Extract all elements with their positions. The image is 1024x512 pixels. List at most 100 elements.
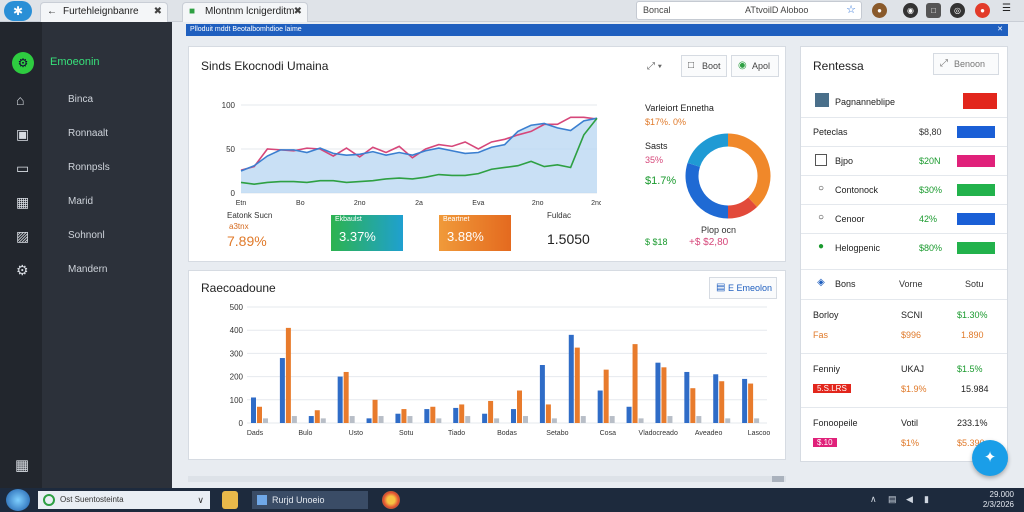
row-badge	[957, 126, 995, 138]
calendar-icon: □	[688, 60, 695, 71]
close-icon[interactable]: ✖	[153, 6, 162, 17]
bar-blue	[482, 413, 488, 423]
start-button[interactable]	[6, 489, 30, 511]
x-tick-label: Setabo	[546, 430, 568, 437]
x-tick-label: Bulo	[298, 430, 312, 437]
browser-menu-button[interactable]: ✱	[4, 1, 32, 21]
donut-footer-value: +$ $2,80	[689, 237, 729, 248]
address-bar[interactable]: Boncal ATtvoilD Aloboo ☆	[636, 1, 862, 20]
volume-icon[interactable]: ◀	[906, 494, 913, 504]
apps-grid-icon[interactable]: ▦	[15, 457, 30, 474]
bar-blue	[684, 371, 690, 423]
table-header: ◈ Bons Vorne Sotu	[801, 269, 1007, 298]
table-row[interactable]: ○ Cenoor 42%	[801, 204, 1007, 233]
browser-menu-icon[interactable]: ☰	[1002, 3, 1011, 14]
list-item[interactable]: Fenniy 5.S.LRS UKAJ $1.9% $1.5% 15.984	[801, 353, 1007, 409]
overview-panel: Sinds Ekocnodi Umaina ⤢ ▾ □ Boot ◉ Apol …	[188, 46, 786, 262]
thumbnail-image	[815, 93, 829, 107]
window-icon[interactable]: □	[926, 3, 941, 18]
kpi-value: 3.37%	[339, 229, 376, 244]
donut-footer-label: Plop ocn	[701, 225, 737, 235]
extension-icon[interactable]: ◎	[950, 3, 965, 18]
bar-orange	[401, 409, 407, 423]
bar-gray	[320, 418, 326, 423]
item-sub: $.10	[813, 438, 837, 447]
bar-blue	[597, 390, 603, 423]
kpi-label: Eatonk Sucn	[227, 211, 273, 220]
taskbar-app[interactable]: Rurjd Unoeio	[252, 491, 368, 509]
clock[interactable]: 29.000 2/3/2026	[983, 490, 1014, 510]
close-icon[interactable]: ✖	[293, 6, 302, 17]
folder-icon[interactable]	[222, 491, 238, 509]
donut-value-4: $1.7%	[645, 175, 677, 187]
sidebar-item-edit[interactable]: ▨ Sohnonl	[0, 224, 172, 250]
network-icon[interactable]: ▤	[888, 494, 897, 504]
bar-orange	[517, 390, 522, 423]
sidebar-item-monitor[interactable]: ▭ Ronnpsls	[0, 156, 172, 182]
scroll-thumb[interactable]	[772, 476, 784, 482]
sidebar: ⚙ Emoeonin ⌂ Binca ▣ Ronnaalt ▭ Ronnpsls…	[0, 22, 172, 488]
boot-button[interactable]: □ Boot	[681, 55, 727, 77]
export-button-label: E Emeolon	[728, 283, 773, 293]
puzzle-icon: ■	[189, 6, 196, 17]
bar-gray	[494, 418, 500, 423]
apply-button[interactable]: ◉ Apol	[731, 55, 779, 77]
sidebar-item-box[interactable]: ▣ Ronnaalt	[0, 122, 172, 148]
bar-orange	[430, 406, 436, 423]
pie-slice-1	[727, 197, 758, 219]
table-row[interactable]: ● Helogpenic $80%	[801, 233, 1007, 262]
github-icon[interactable]: ◉	[903, 3, 918, 18]
profile-avatar-icon[interactable]: ●	[872, 3, 887, 18]
table-row[interactable]: ○ Contonock $30%	[801, 175, 1007, 204]
x-tick-label: Tiado	[448, 430, 465, 437]
kpi-card-green[interactable]: Ekbaulst 3.37%	[331, 215, 403, 251]
list-item[interactable]: Borloy Fas SCNI $996 $1.30% 1.890	[801, 299, 1007, 355]
row-value: $30%	[919, 185, 943, 195]
kpi-card-orange[interactable]: Beartnet 3.88%	[439, 215, 511, 251]
red-badge[interactable]	[963, 93, 997, 109]
donut-title: Varleiort Ennetha	[645, 103, 714, 113]
floating-action-button[interactable]: ✦	[972, 440, 1008, 476]
close-icon[interactable]: ✕	[997, 26, 1003, 33]
x-tick-label: Vladocreado	[639, 430, 678, 437]
sidebar-item-settings[interactable]: ⚙ Mandern	[0, 258, 172, 284]
table-row[interactable]: Bjpo $20N	[801, 146, 1007, 175]
table-row[interactable]: Peteclas $8,80	[801, 117, 1007, 146]
benoon-button[interactable]: ⤢ Benoon	[933, 53, 999, 75]
tab-active[interactable]: ← Furtehleignbanre ✖	[40, 2, 168, 22]
back-arrow-icon: ←	[47, 6, 57, 17]
x-tick-label: Lascoo	[748, 430, 771, 437]
bar-orange	[488, 400, 494, 423]
sidebar-item-location[interactable]: ▦ Marid	[0, 190, 172, 216]
taskbar-search[interactable]: Ost Suentosteinta ∨	[38, 491, 210, 509]
battery-icon[interactable]: ▮	[924, 494, 929, 504]
tray-up-icon[interactable]: ∧	[870, 494, 877, 504]
expand-icon[interactable]: ⤢ ▾	[647, 61, 662, 72]
horizontal-scrollbar[interactable]	[188, 476, 786, 482]
kpi-value: 1.5050	[547, 231, 590, 247]
bar-blue	[251, 397, 256, 423]
sidebar-icon-column	[0, 22, 42, 488]
bar-orange	[690, 388, 696, 423]
pie-slice-3	[687, 133, 729, 168]
notification-icon[interactable]: ●	[975, 3, 990, 18]
chevron-down-icon[interactable]: ∨	[197, 495, 204, 505]
gear-icon: ⚙	[16, 262, 29, 278]
box-icon: ▣	[16, 126, 30, 142]
bar-gray	[754, 418, 760, 423]
x-tick-label: 2no	[532, 200, 544, 207]
bar-gray	[349, 416, 355, 423]
export-button[interactable]: ▤ E Emeolon	[709, 277, 777, 299]
image-icon: ▨	[16, 228, 30, 244]
kpi-sublabel: a3tnx	[229, 222, 249, 231]
tab-label: Furtehleignbanre	[63, 6, 139, 17]
y-tick-label: 0	[239, 419, 244, 428]
shield-icon: ○	[817, 183, 825, 194]
bookmark-star-icon[interactable]: ☆	[846, 4, 856, 16]
chrome-icon[interactable]	[382, 491, 400, 509]
bar-orange	[632, 344, 638, 423]
x-tick-label: Eva	[472, 200, 484, 207]
tab-second[interactable]: ■ Mlontnm lcnigerditm ✖	[182, 2, 308, 22]
list-item[interactable]: Fonoopeile $.10 Votil $1% 233.1% $5.390	[801, 407, 1007, 463]
sidebar-item-home[interactable]: ⌂ Binca	[0, 88, 172, 114]
